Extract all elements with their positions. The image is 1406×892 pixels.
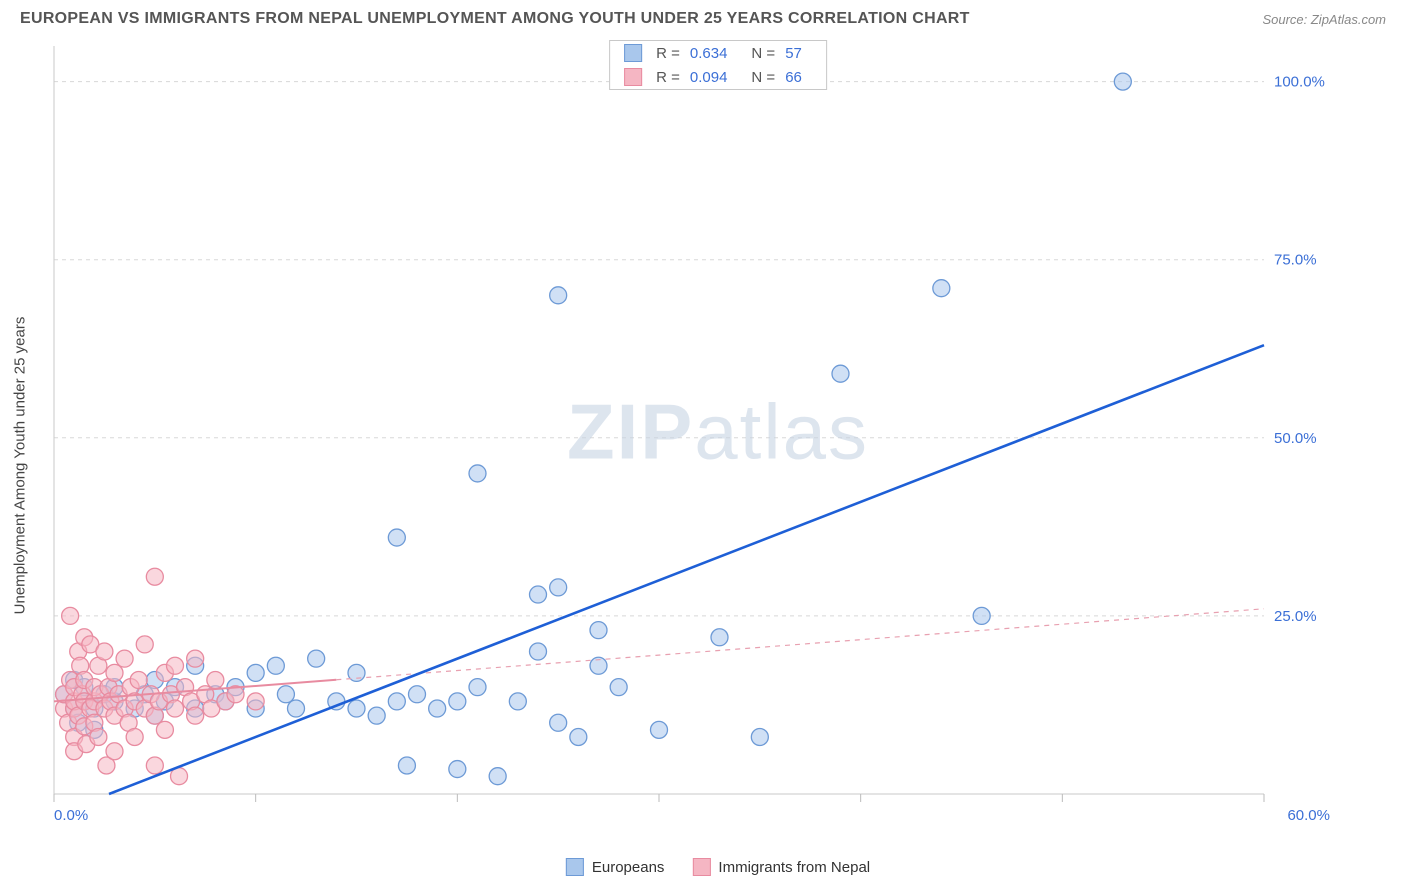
scatter-plot: 25.0% 50.0% 75.0% 100.0% 0.0% 60.0% (48, 40, 1336, 830)
svg-text:0.0%: 0.0% (54, 807, 88, 824)
y-axis-label: Unemployment Among Youth under 25 years (12, 317, 29, 615)
svg-text:100.0%: 100.0% (1274, 74, 1325, 91)
legend-row-nepal: R = 0.094 N = 66 (610, 65, 826, 89)
swatch-blue-icon (624, 44, 642, 62)
svg-text:50.0%: 50.0% (1274, 430, 1317, 447)
svg-text:75.0%: 75.0% (1274, 252, 1317, 269)
chart-title: EUROPEAN VS IMMIGRANTS FROM NEPAL UNEMPL… (20, 10, 970, 28)
r-value-nepal: 0.094 (690, 69, 728, 86)
source-label: Source: ZipAtlas.com (1262, 12, 1386, 27)
correlation-legend: R = 0.634 N = 57 R = 0.094 N = 66 (609, 40, 827, 90)
n-value-europeans: 57 (785, 45, 802, 62)
r-value-europeans: 0.634 (690, 45, 728, 62)
legend-label-europeans: Europeans (592, 859, 665, 876)
svg-text:60.0%: 60.0% (1287, 807, 1330, 824)
r-label: R = (656, 45, 680, 62)
legend-item-europeans: Europeans (566, 858, 665, 876)
r-label: R = (656, 69, 680, 86)
n-label: N = (751, 69, 775, 86)
swatch-pink-icon (624, 68, 642, 86)
swatch-blue-icon (566, 858, 584, 876)
swatch-pink-icon (692, 858, 710, 876)
series-legend: Europeans Immigrants from Nepal (566, 858, 870, 876)
n-value-nepal: 66 (785, 69, 802, 86)
legend-label-nepal: Immigrants from Nepal (718, 859, 870, 876)
legend-row-europeans: R = 0.634 N = 57 (610, 41, 826, 65)
chart-area: Unemployment Among Youth under 25 years … (48, 40, 1388, 874)
legend-item-nepal: Immigrants from Nepal (692, 858, 870, 876)
n-label: N = (751, 45, 775, 62)
svg-text:25.0%: 25.0% (1274, 608, 1317, 625)
